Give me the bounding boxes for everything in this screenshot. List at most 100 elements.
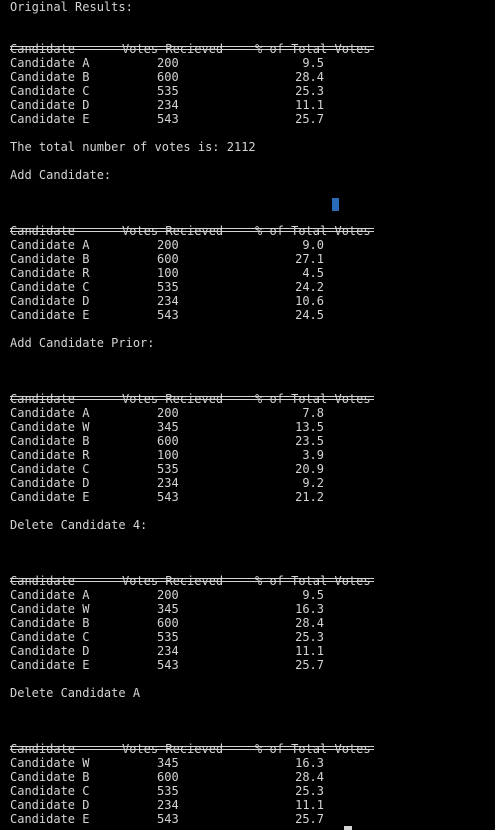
row-votes: 200 <box>157 588 179 602</box>
row-name: Candidate A <box>10 56 90 70</box>
table-header: Candidate Votes Recieved% of Total Votes <box>10 728 490 756</box>
table-header: Candidate Votes Recieved% of Total Votes <box>10 378 490 406</box>
row-votes: 535 <box>157 280 179 294</box>
row-votes: 234 <box>157 294 179 308</box>
table-row: Candidate W 345 13.5 <box>10 420 490 434</box>
section-title: Delete Candidate 4: <box>10 518 148 532</box>
table-row: Candidate B 600 23.5 <box>10 434 490 448</box>
table-row: Candidate E 543 25.7 <box>10 812 490 826</box>
table-row: Candidate C 535 25.3 <box>10 784 490 798</box>
table-row: Candidate W 345 16.3 <box>10 602 490 616</box>
row-pct: 28.4 <box>295 770 324 784</box>
row-pct: 25.7 <box>295 812 324 826</box>
row-votes: 535 <box>157 630 179 644</box>
row-name: Candidate C <box>10 84 90 98</box>
row-name: Candidate D <box>10 476 90 490</box>
row-name: Candidate D <box>10 98 90 112</box>
table-header: Candidate Votes Recieved% of Total Votes <box>10 560 490 588</box>
table-row: Candidate D 234 9.2 <box>10 476 490 490</box>
selection-cursor <box>332 198 339 211</box>
header-divider <box>10 742 490 756</box>
table-row: Candidate E 543 25.7 <box>10 658 490 672</box>
row-name: Candidate A <box>10 406 90 420</box>
row-votes: 600 <box>157 252 179 266</box>
table-row: Candidate W 345 16.3 <box>10 756 490 770</box>
row-votes: 100 <box>157 448 179 462</box>
row-name: Candidate B <box>10 770 90 784</box>
table-row: Candidate D 234 11.1 <box>10 644 490 658</box>
table-row: Candidate A 200 7.8 <box>10 406 490 420</box>
row-pct: 16.3 <box>295 756 324 770</box>
row-votes: 234 <box>157 476 179 490</box>
row-votes: 600 <box>157 616 179 630</box>
table-row: Candidate E 543 24.5 <box>10 308 490 322</box>
row-pct: 28.4 <box>295 616 324 630</box>
row-votes: 600 <box>157 770 179 784</box>
row-name: Candidate D <box>10 644 90 658</box>
total-votes-text: The total number of votes is: 2112 <box>10 140 256 154</box>
row-pct: 9.0 <box>302 238 324 252</box>
row-pct: 10.6 <box>295 294 324 308</box>
table-row: Candidate C 535 25.3 <box>10 630 490 644</box>
row-pct: 7.8 <box>302 406 324 420</box>
row-pct: 25.3 <box>295 630 324 644</box>
table-header: Candidate Votes Recieved% of Total Votes <box>10 210 490 238</box>
table-row: Candidate R 100 3.9 <box>10 448 490 462</box>
row-pct: 25.7 <box>295 112 324 126</box>
row-name: Candidate R <box>10 448 90 462</box>
table-row: Candidate C 535 20.9 <box>10 462 490 476</box>
row-votes: 345 <box>157 756 179 770</box>
section-title: Add Candidate Prior: <box>10 336 155 350</box>
row-pct: 9.5 <box>302 588 324 602</box>
row-name: Candidate A <box>10 238 90 252</box>
row-votes: 234 <box>157 98 179 112</box>
row-name: Candidate C <box>10 784 90 798</box>
section-title: Add Candidate: <box>10 168 112 182</box>
table-row: Candidate A 200 9.5 <box>10 56 490 70</box>
row-name: Candidate C <box>10 462 90 476</box>
row-votes: 100 <box>157 266 179 280</box>
row-votes: 200 <box>157 56 179 70</box>
table-row: Candidate B 600 27.1 <box>10 252 490 266</box>
row-votes: 543 <box>157 490 179 504</box>
text-cursor <box>344 826 352 830</box>
row-votes: 600 <box>157 70 179 84</box>
row-votes: 543 <box>157 308 179 322</box>
row-pct: 25.3 <box>295 84 324 98</box>
table-row: Candidate B 600 28.4 <box>10 70 490 84</box>
row-pct: 24.5 <box>295 308 324 322</box>
table-row: Candidate A 200 9.5 <box>10 588 490 602</box>
row-pct: 21.2 <box>295 490 324 504</box>
table-row: Candidate D 234 11.1 <box>10 798 490 812</box>
row-votes: 535 <box>157 462 179 476</box>
row-name: Candidate E <box>10 658 90 672</box>
row-name: Candidate A <box>10 588 90 602</box>
row-votes: 535 <box>157 784 179 798</box>
row-pct: 24.2 <box>295 280 324 294</box>
row-name: Candidate W <box>10 420 90 434</box>
table-row: Candidate C 535 25.3 <box>10 84 490 98</box>
row-name: Candidate E <box>10 490 90 504</box>
row-votes: 535 <box>157 84 179 98</box>
row-votes: 345 <box>157 420 179 434</box>
row-name: Candidate W <box>10 602 90 616</box>
row-pct: 9.5 <box>302 56 324 70</box>
row-name: Candidate E <box>10 812 90 826</box>
row-pct: 11.1 <box>295 798 324 812</box>
row-pct: 11.1 <box>295 644 324 658</box>
header-divider <box>10 224 490 238</box>
row-name: Candidate C <box>10 280 90 294</box>
terminal-output: Original Results: Candidate Votes Recieve… <box>10 0 490 826</box>
table-row: Candidate E 543 25.7 <box>10 112 490 126</box>
row-votes: 543 <box>157 658 179 672</box>
row-pct: 4.5 <box>302 266 324 280</box>
row-name: Candidate E <box>10 308 90 322</box>
row-pct: 27.1 <box>295 252 324 266</box>
row-name: Candidate D <box>10 798 90 812</box>
row-name: Candidate B <box>10 434 90 448</box>
row-name: Candidate B <box>10 70 90 84</box>
row-pct: 11.1 <box>295 98 324 112</box>
row-votes: 543 <box>157 112 179 126</box>
row-pct: 25.7 <box>295 658 324 672</box>
